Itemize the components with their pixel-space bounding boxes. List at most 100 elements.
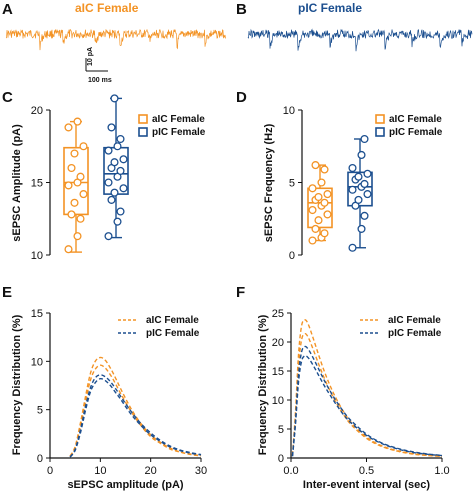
y-tick-label: 0 [278,453,284,465]
legend-entry: pIC Female [388,328,442,339]
series-line-upper [291,345,443,457]
x-axis-title: Inter-event interval (sec) [303,479,430,491]
data-point [116,207,125,216]
panel-letter-a: A [2,1,13,18]
data-point [110,94,119,103]
y-tick-label: 0 [37,453,43,465]
series-0 [63,117,89,254]
panel-e: E 0 5 10 15 0 10 20 30 sEPSC amplitude (pA) Freque… [2,284,207,491]
data-point [113,142,122,151]
box [307,187,333,229]
box [63,146,89,216]
series-1 [291,345,443,457]
data-point [119,155,128,164]
panel-letter-b: B [236,1,247,18]
data-point [348,243,357,252]
series-line-upper [291,319,443,457]
y-tick-label: 10 [31,250,43,262]
x-tick-label: 0.0 [283,465,298,477]
data-point [76,214,85,223]
trace-pic [247,28,473,52]
y-tick-label: 10 [272,395,284,407]
panel-f: F 0 5 10 15 20 25 0.0 0.5 1.0 Inter-event interval… [236,284,450,491]
y-tick-label: 15 [31,308,43,320]
y-axis-title: sEPSC Frequency (Hz) [263,123,275,242]
box [347,171,373,207]
trace-aic [5,28,227,51]
panel-c: C 10 15 20 sEPSC Amplitude (pA) aIC Female pIC… [2,89,206,262]
data-point [363,190,372,199]
x-tick-label: 10 [94,465,106,477]
data-point [311,224,320,233]
data-point [311,161,320,170]
series-line-lower [291,333,443,458]
panel-letter-d: D [236,89,247,106]
data-point [107,195,116,204]
x-tick-label: 20 [145,465,157,477]
data-point [363,169,372,178]
data-point [110,188,119,197]
y-tick-label: 5 [289,178,295,190]
y-tick-label: 5 [278,424,284,436]
series-0 [69,356,202,457]
panel-d: D 0 5 10 sEPSC Frequency (Hz) aIC Female pIC F… [236,89,443,262]
data-point [308,184,317,193]
legend-swatch [138,127,148,137]
data-point [348,185,357,194]
data-point [64,245,73,254]
data-point [64,123,73,132]
data-point [119,184,128,193]
series-0 [307,161,333,245]
charts: C 10 15 20 sEPSC Amplitude (pA) aIC Female pIC… [2,89,450,491]
legend-entry: aIC Female [389,114,442,125]
x-tick-label: 0.5 [359,465,374,477]
y-tick-label: 10 [283,105,295,117]
x-tick-label: 30 [195,465,207,477]
data-point [314,192,323,202]
data-point [354,195,363,204]
series-1 [347,134,373,252]
data-point [354,172,363,181]
y-axis-title: sEPSC Amplitude (pA) [11,124,23,242]
x-tick-label: 0 [47,465,53,477]
data-point [357,224,366,233]
trace-title-aic: aIC Female [75,1,139,15]
data-point [320,165,329,174]
panel-letter-f: F [236,284,245,301]
data-point [73,232,82,241]
x-axis-title: sEPSC amplitude (pA) [67,479,183,491]
y-axis-title: Frequency Distribution (%) [11,314,23,455]
data-point [64,181,73,190]
legend-entry: pIC Female [389,127,443,138]
data-point [116,134,125,144]
y-tick-label: 0 [289,250,295,262]
data-point [323,210,332,219]
data-point [357,150,366,160]
data-point [317,178,326,187]
data-point [67,163,76,173]
x-tick-label: 1.0 [434,465,449,477]
legend-entry: aIC Female [146,315,199,326]
scale-bar-current-label: 10 pA [87,47,94,66]
legend-swatch [138,114,148,124]
data-point [360,179,369,189]
data-point [104,178,113,187]
data-point [67,210,76,219]
data-point [360,134,369,144]
panel-letter-c: C [2,89,13,106]
series-1 [69,374,202,458]
legend-entry: aIC Female [388,315,441,326]
series-line-upper [69,374,202,458]
series-line-lower [291,354,443,457]
data-point [104,146,113,155]
data-point [323,190,332,199]
series-1 [103,94,129,241]
data-point [308,206,317,215]
data-point [320,229,329,238]
y-tick-label: 25 [272,308,284,320]
y-tick-label: 15 [31,178,43,190]
data-point [320,198,329,207]
data-point [348,163,357,173]
y-tick-label: 20 [272,337,284,349]
trace-title-pic: pIC Female [298,1,362,15]
